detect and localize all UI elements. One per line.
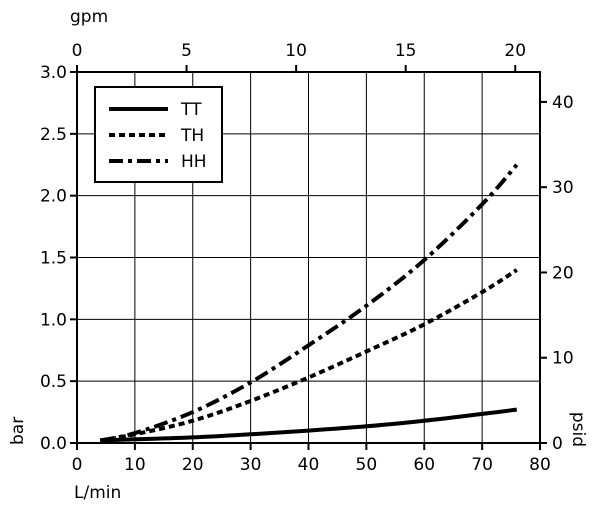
y-right-tick-label: 30 bbox=[552, 178, 574, 198]
x-bottom-tick-label: 10 bbox=[124, 455, 146, 475]
x-top-tick-label: 0 bbox=[72, 41, 83, 61]
tick-labels: 0 10 20 30 40 50 60 70 800.00.51.01.52.02.53.00 5… bbox=[40, 41, 574, 475]
x-axis-top-title: gpm bbox=[70, 7, 108, 27]
x-top-tick-label: 15 bbox=[395, 41, 417, 61]
series-lines bbox=[99, 163, 519, 443]
legend: TT TH HH bbox=[94, 86, 223, 183]
x-top-tick-label: 20 bbox=[504, 41, 526, 61]
x-bottom-tick-label: 40 bbox=[298, 455, 320, 475]
series-line-hh bbox=[99, 163, 519, 443]
series-line-tt bbox=[100, 407, 518, 443]
y-left-tick-label: 2.5 bbox=[40, 125, 67, 145]
legend-label-tt: TT bbox=[180, 100, 202, 120]
axis-ticks bbox=[70, 65, 547, 450]
y-left-tick-label: 0.0 bbox=[40, 434, 67, 454]
y-left-tick-label: 1.5 bbox=[40, 249, 67, 269]
legend-label-th: TH bbox=[180, 126, 204, 146]
y-right-tick-label: 10 bbox=[552, 349, 574, 369]
legend-label-hh: HH bbox=[181, 152, 207, 172]
y-right-tick-label: 20 bbox=[552, 263, 574, 283]
x-bottom-tick-label: 80 bbox=[529, 455, 551, 475]
y-left-tick-label: 2.0 bbox=[40, 187, 67, 207]
x-bottom-tick-label: 60 bbox=[413, 455, 435, 475]
x-top-tick-label: 5 bbox=[181, 41, 192, 61]
y-left-tick-label: 3.0 bbox=[40, 63, 67, 83]
y-axis-left-title: bar bbox=[8, 417, 28, 445]
x-bottom-tick-label: 50 bbox=[356, 455, 378, 475]
y-left-tick-label: 0.5 bbox=[40, 372, 67, 392]
x-top-tick-label: 10 bbox=[285, 41, 307, 61]
x-bottom-tick-label: 70 bbox=[471, 455, 493, 475]
y-right-tick-label: 0 bbox=[552, 434, 563, 454]
y-right-tick-label: 40 bbox=[552, 93, 574, 113]
series-line-th bbox=[99, 268, 518, 443]
x-axis-bottom-title: L/min bbox=[74, 483, 121, 503]
y-left-tick-label: 1.0 bbox=[40, 310, 67, 330]
legend-box bbox=[94, 86, 223, 183]
x-bottom-tick-label: 20 bbox=[182, 455, 204, 475]
x-bottom-tick-label: 30 bbox=[240, 455, 262, 475]
x-bottom-tick-label: 0 bbox=[72, 455, 83, 475]
y-axis-right-title: psid bbox=[568, 412, 588, 447]
